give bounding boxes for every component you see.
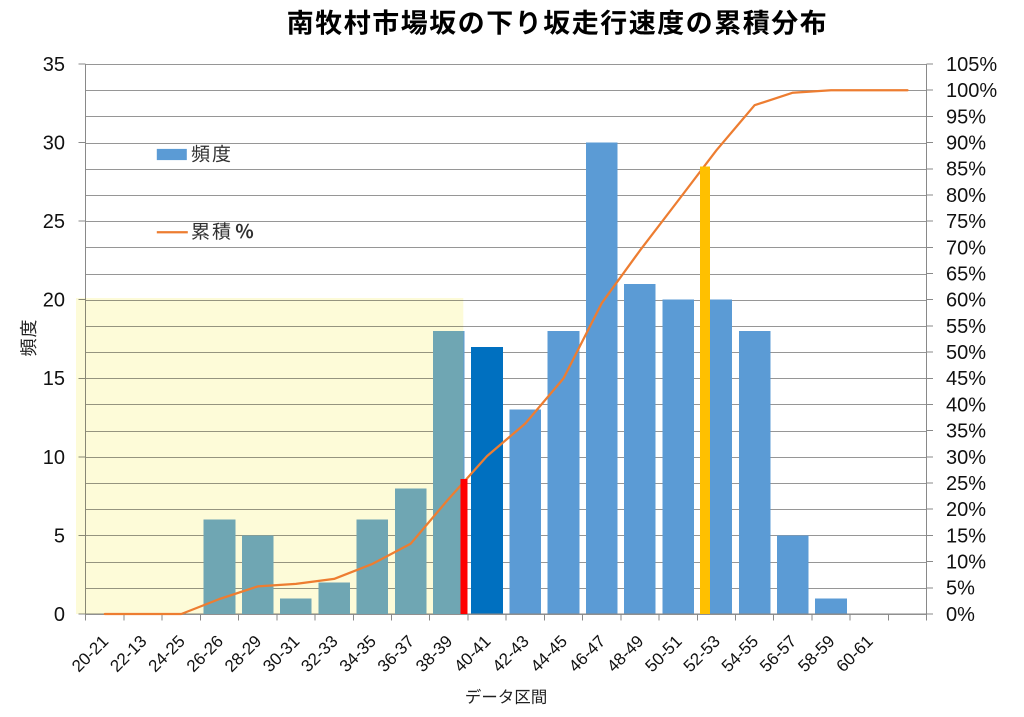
svg-text:5: 5	[54, 525, 65, 547]
svg-text:80%: 80%	[946, 185, 986, 207]
svg-text:60%: 60%	[946, 290, 986, 312]
svg-text:90%: 90%	[946, 133, 986, 155]
svg-text:100%: 100%	[946, 80, 997, 102]
svg-text:105%: 105%	[946, 54, 997, 76]
svg-text:0%: 0%	[946, 604, 975, 626]
svg-text:10%: 10%	[946, 552, 986, 574]
svg-text:25%: 25%	[946, 473, 986, 495]
svg-text:40%: 40%	[946, 394, 986, 416]
svg-text:20: 20	[43, 290, 65, 312]
svg-text:0: 0	[54, 604, 65, 626]
svg-text:15: 15	[43, 368, 65, 390]
svg-text:70%: 70%	[946, 237, 986, 259]
svg-text:20%: 20%	[946, 499, 986, 521]
svg-text:35%: 35%	[946, 421, 986, 443]
svg-text:45%: 45%	[946, 368, 986, 390]
svg-text:15%: 15%	[946, 525, 986, 547]
svg-text:55%: 55%	[946, 316, 986, 338]
svg-text:85%: 85%	[946, 159, 986, 181]
svg-text:25: 25	[43, 211, 65, 233]
svg-text:30: 30	[43, 133, 65, 155]
svg-text:35: 35	[43, 54, 65, 76]
svg-text:50%: 50%	[946, 342, 986, 364]
svg-text:30%: 30%	[946, 447, 986, 469]
svg-text:75%: 75%	[946, 211, 986, 233]
svg-text:95%: 95%	[946, 106, 986, 128]
svg-text:65%: 65%	[946, 263, 986, 285]
svg-text:10: 10	[43, 447, 65, 469]
svg-text:5%: 5%	[946, 578, 975, 600]
